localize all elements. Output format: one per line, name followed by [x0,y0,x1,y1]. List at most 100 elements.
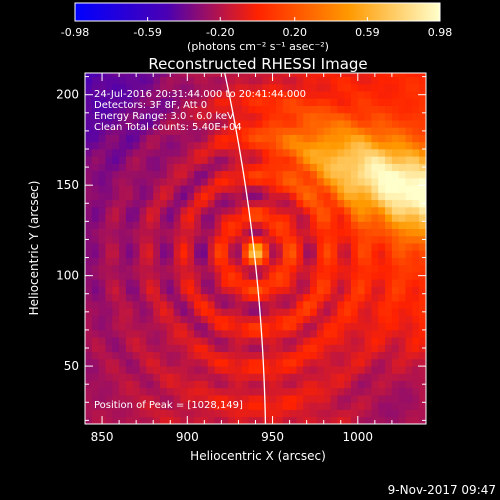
heatmap-cell [269,329,277,338]
heatmap-cell [391,206,400,215]
heatmap-cell [350,250,359,258]
heatmap-cell [187,235,195,244]
heatmap-cell [214,228,222,237]
heatmap-cell [119,395,127,403]
heatmap-cell [112,112,120,121]
heatmap-cell [412,358,420,367]
heatmap-cell [194,300,202,309]
heatmap-cell [282,272,290,280]
heatmap-cell [187,76,195,85]
heatmap-cell [153,366,161,374]
heatmap-cell [289,293,297,302]
heatmap-cell [330,380,338,389]
heatmap-cell [214,402,222,410]
heatmap-cell [371,228,379,237]
heatmap-cell [262,235,270,244]
heatmap-cell [391,112,400,121]
heatmap-cell [296,416,304,424]
heatmap-cell [289,206,297,215]
heatmap-cell [289,105,297,114]
heatmap-cell [180,206,188,215]
heatmap-cell [316,105,325,114]
heatmap-cell [296,185,304,193]
heatmap-cell [310,235,318,244]
heatmap-cell [357,134,366,143]
heatmap-cell [330,366,338,374]
heatmap-cell [125,221,134,229]
heatmap-cell [153,315,161,324]
heatmap-cell [316,351,325,360]
heatmap-cell [173,272,181,280]
heatmap-cell [303,264,311,273]
heatmap-cell [269,322,277,331]
heatmap-cell [344,351,352,360]
heatmap-cell [385,76,393,85]
heatmap-cell [303,322,311,331]
heatmap-cell [289,243,297,251]
heatmap-cell [412,235,420,244]
heatmap-cell [350,243,359,251]
heatmap-cell [173,76,181,85]
heatmap-cell [275,112,284,121]
heatmap-cell [337,402,345,410]
heatmap-cell [98,395,106,403]
heatmap-cell [303,134,311,143]
heatmap-cell [330,272,338,280]
heatmap-cell [125,329,134,338]
heatmap-cell [173,206,181,215]
heatmap-cell [85,243,93,251]
heatmap-cell [214,373,222,381]
heatmap-cell [98,170,106,179]
heatmap-cell [391,214,400,222]
heatmap-cell [221,387,229,396]
heatmap-cell [364,373,372,381]
heatmap-cell [357,380,366,389]
heatmap-cell [166,228,175,237]
heatmap-cell [296,380,304,389]
heatmap-cell [310,98,318,106]
heatmap-cell [255,148,263,157]
heatmap-cell [125,366,134,374]
heatmap-cell [391,351,400,360]
heatmap-cell [337,373,345,381]
heatmap-cell [357,235,366,244]
heatmap-cell [378,243,386,251]
heatmap-cell [91,300,100,309]
heatmap-cell [330,156,338,164]
heatmap-cell [214,112,222,121]
heatmap-cell [139,250,147,258]
heatmap-cell [173,387,181,396]
heatmap-cell [132,373,140,381]
heatmap-cell [364,272,372,280]
heatmap-cell [303,293,311,302]
heatmap-cell [200,344,209,353]
heatmap-cell [371,105,379,114]
heatmap-cell [132,98,140,106]
heatmap-cell [269,148,277,157]
heatmap-cell [323,228,331,237]
heatmap-cell [316,322,325,331]
heatmap-cell [275,344,284,353]
heatmap-cell [248,192,256,201]
heatmap-cell [180,257,188,266]
heatmap-cell [350,387,359,396]
heatmap-cell [98,156,106,164]
heatmap-cell [385,358,393,367]
heatmap-cell [200,105,209,114]
heatmap-cell [378,293,386,302]
heatmap-cell [98,127,106,135]
heatmap-cell [289,402,297,410]
heatmap-cell [207,228,215,237]
heatmap-cell [85,228,93,237]
heatmap-cell [385,228,393,237]
heatmap-cell [275,308,284,316]
heatmap-cell [269,91,277,99]
heatmap-cell [269,279,277,287]
heatmap-cell [296,402,304,410]
heatmap-cell [180,214,188,222]
heatmap-cell [214,322,222,331]
heatmap-cell [255,177,263,186]
heatmap-cell [323,73,331,78]
heatmap-cell [296,127,304,135]
heatmap-cell [323,112,331,121]
